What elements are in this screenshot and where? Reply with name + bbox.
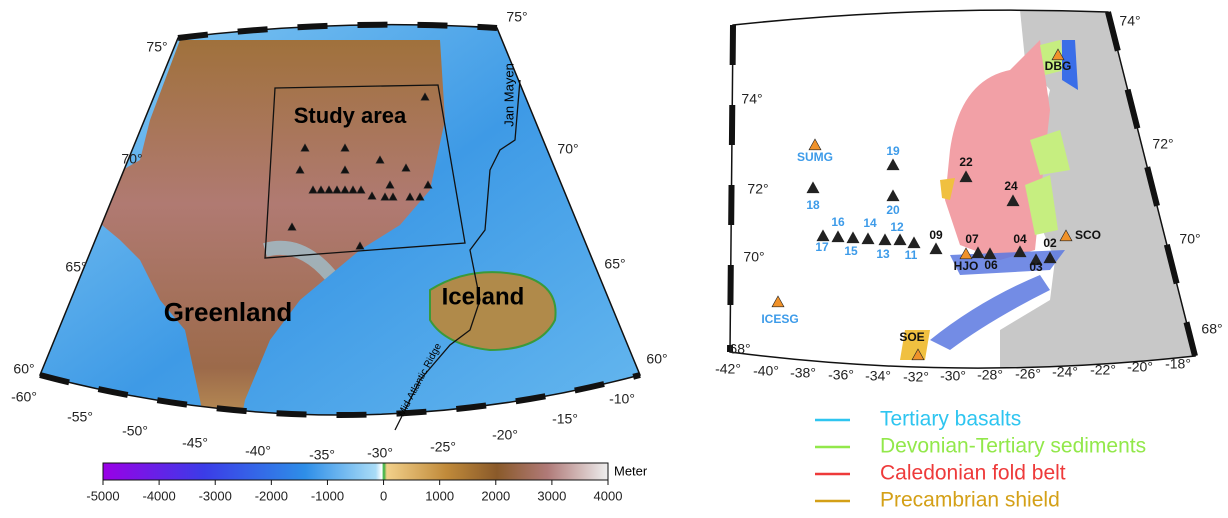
graticule-label: 75° [506, 9, 527, 25]
graticule-label: 68° [729, 341, 750, 357]
graticule-label: 65° [604, 256, 625, 272]
left-map: Study area Greenland Iceland Jan Mayen M… [20, 10, 660, 470]
colorbar-tick-label: -5000 [86, 488, 119, 503]
station-label: 19 [886, 144, 900, 158]
station-label: 17 [815, 240, 829, 254]
graticule-label: -30° [367, 445, 393, 461]
graticule-label: 68° [1201, 321, 1222, 337]
graticule-label: 60° [13, 361, 34, 377]
legend: Tertiary basalts Devonian-Tertiary sedime… [815, 408, 1146, 512]
graticule-label: 74° [1119, 13, 1140, 29]
station-label: 13 [876, 247, 890, 261]
station-label: DBG [1045, 59, 1072, 73]
graticule-label: -10° [609, 391, 635, 407]
graticule-label: -20° [1127, 359, 1153, 375]
graticule-label: 70° [121, 151, 142, 167]
graticule-label: 75° [146, 39, 167, 55]
graticule-label: -32° [903, 369, 929, 385]
graticule-label: -40° [753, 363, 779, 379]
station-label: 06 [984, 258, 998, 272]
graticule-label: -28° [977, 367, 1003, 383]
graticule-label: -15° [552, 411, 578, 427]
graticule-label: -45° [182, 435, 208, 451]
colorbar-tick-label: -3000 [199, 488, 232, 503]
graticule-label: -24° [1052, 364, 1078, 380]
station-label: 16 [831, 215, 845, 229]
graticule-label: 60° [646, 351, 667, 367]
graticule-label: -26° [1015, 366, 1041, 382]
colorbar-tick-label: 1000 [425, 488, 454, 503]
legend-label: Devonian-Tertiary sediments [880, 435, 1146, 458]
station-label: 07 [965, 232, 979, 246]
graticule-label: -36° [828, 367, 854, 383]
station-label: HJO [954, 259, 979, 273]
colorbar-tick-label: -1000 [311, 488, 344, 503]
legend-label: Tertiary basalts [880, 408, 1021, 431]
legend-label: Caledonian fold belt [880, 462, 1066, 485]
graticule-label: -18° [1165, 356, 1191, 372]
map-label: Study area [294, 103, 407, 128]
colorbar-tick-label: -2000 [255, 488, 288, 503]
graticule-label: -55° [67, 409, 93, 425]
graticule-label: -35° [309, 447, 335, 463]
graticule-label: -38° [790, 365, 816, 381]
colorbar-tick-label: 3000 [537, 488, 566, 503]
graticule-label: -40° [245, 443, 271, 459]
graticule-label: 70° [743, 249, 764, 265]
graticule-label: 70° [557, 141, 578, 157]
colorbar-ramp [103, 463, 608, 480]
graticule-label: -60° [11, 389, 37, 405]
station-label: 20 [886, 203, 900, 217]
station-label: 04 [1013, 232, 1027, 246]
graticule-label: -22° [1090, 362, 1116, 378]
graticule-label: -30° [940, 368, 966, 384]
map-label: Iceland [442, 283, 525, 310]
colorbar-tick-label: 4000 [594, 488, 623, 503]
figure: Study area Greenland Iceland Jan Mayen M… [0, 0, 1228, 518]
graticule-label: 74° [741, 91, 762, 107]
station-label: 02 [1043, 236, 1057, 250]
graticule-label: -34° [865, 368, 891, 384]
colorbar-unit: Meter [614, 463, 648, 478]
station-label: SOE [899, 330, 924, 344]
colorbar: Meter -5000 -4000 -3000 -2000 -1000 0 1000 2000… [86, 463, 648, 503]
graticule-label: -20° [492, 427, 518, 443]
station-label: 18 [806, 198, 820, 212]
station-label: ICESG [761, 312, 798, 326]
right-map: SUMG 19 18 20 16 14 12 17 15 13 11 ICESG 09 07 HJO 06 04… [725, 5, 1205, 385]
station-label: 09 [929, 228, 943, 242]
station-label: 15 [844, 244, 858, 258]
station-label: SCO [1075, 228, 1101, 242]
graticule-label: 72° [747, 181, 768, 197]
graticule-label: 70° [1179, 231, 1200, 247]
graticule-label: -25° [430, 439, 456, 455]
station-label: 22 [959, 155, 973, 169]
colorbar-tick-label: 0 [380, 488, 387, 503]
station-label: SUMG [797, 150, 833, 164]
colorbar-tick-label: 2000 [481, 488, 510, 503]
graticule-label: 65° [65, 259, 86, 275]
station-label: 03 [1029, 260, 1043, 274]
station-label: 12 [890, 220, 904, 234]
graticule-label: -42° [715, 361, 741, 377]
graticule-label: -50° [122, 423, 148, 439]
station-label: 24 [1004, 179, 1018, 193]
map-label: Jan Mayen [501, 63, 516, 127]
graticule-label: 72° [1152, 136, 1173, 152]
legend-label: Precambrian shield [880, 489, 1060, 512]
colorbar-tick-label: -4000 [142, 488, 175, 503]
station-label: 14 [863, 216, 877, 230]
station-label: 11 [905, 248, 918, 262]
map-label: Greenland [164, 297, 293, 327]
